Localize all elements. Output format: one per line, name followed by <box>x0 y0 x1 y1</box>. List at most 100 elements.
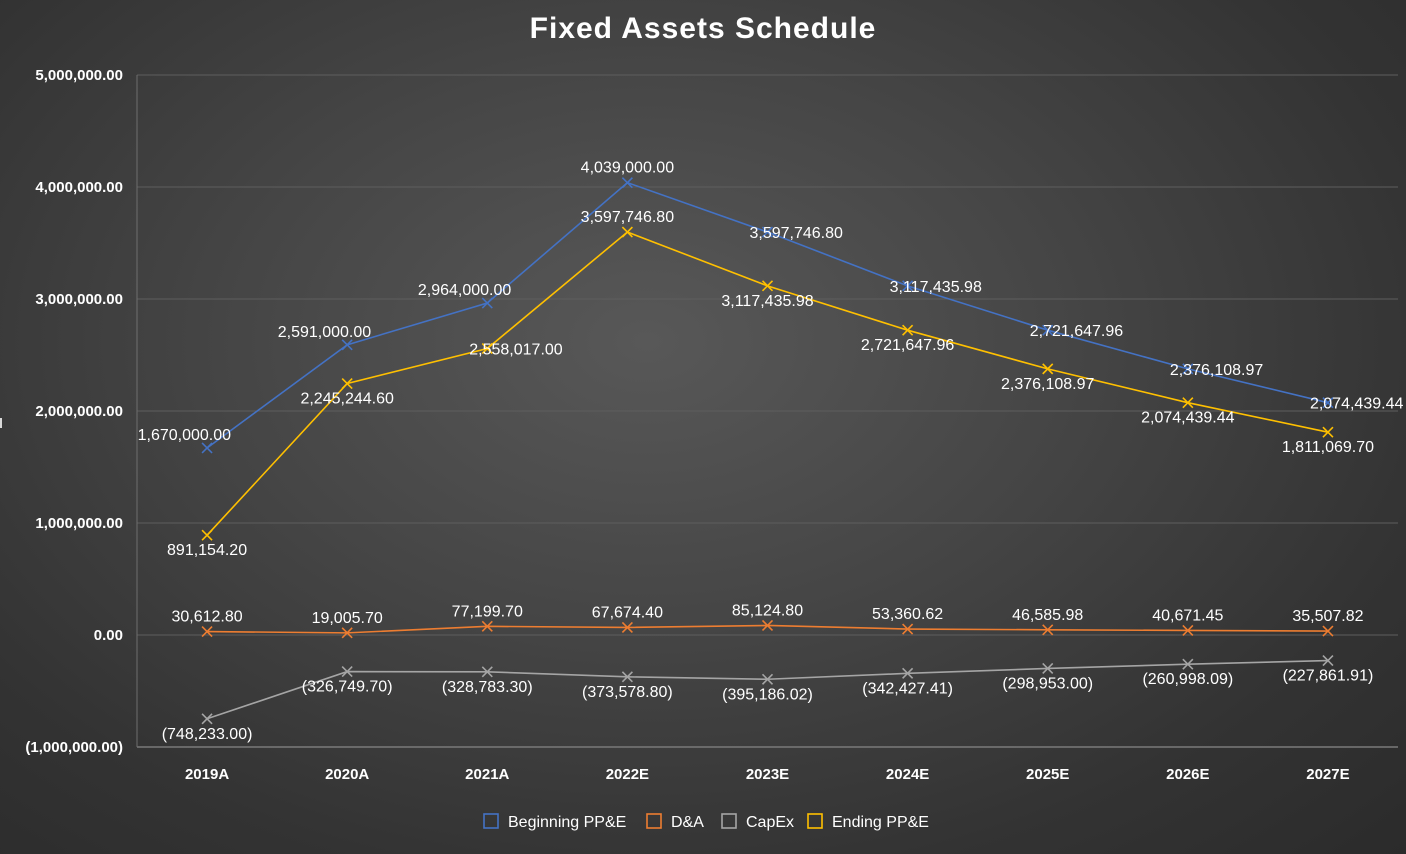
data-label: 1,811,069.70 <box>1282 439 1374 456</box>
marker-stroke <box>341 627 353 639</box>
marker-stroke <box>201 442 213 454</box>
data-point-marker <box>621 621 633 633</box>
legend-swatch <box>646 813 662 829</box>
y-tick-label: (1,000,000.00) <box>25 739 123 756</box>
data-label: 2,964,000.00 <box>418 282 512 299</box>
legend: Beginning PP&E D&A CapEx Ending PP&E <box>483 813 929 831</box>
data-label: 3,117,435.98 <box>721 293 813 310</box>
marker-stroke <box>1322 654 1334 667</box>
data-label: 3,597,746.80 <box>581 209 675 226</box>
marker-stroke <box>761 226 774 238</box>
data-point-marker <box>1042 624 1054 636</box>
legend-item[interactable]: Ending PP&E <box>807 813 929 831</box>
axes: (1,000,000.00) 0.00 1,000,000.00 2,000,000.… <box>25 67 1349 783</box>
marker-stroke <box>902 623 914 635</box>
legend-label: D&A <box>671 814 704 831</box>
data-point-marker <box>1322 397 1334 409</box>
y-tick-label: 5,000,000.00 <box>35 67 123 84</box>
data-label: 2,558,017.00 <box>469 342 563 359</box>
y-tick-label: 4,000,000.00 <box>35 179 123 196</box>
data-point-marker <box>902 623 914 635</box>
legend-label: Ending PP&E <box>832 814 929 831</box>
data-point-marker <box>481 342 493 355</box>
legend-item[interactable]: D&A <box>646 813 704 831</box>
data-point-marker <box>201 626 213 638</box>
data-label: 2,074,439.44 <box>1141 410 1235 427</box>
data-point-marker <box>1322 654 1334 667</box>
axis-title-stub <box>0 418 2 428</box>
data-label: 1,670,000.00 <box>138 427 232 444</box>
data-label: (328,783.30) <box>442 679 533 696</box>
data-point-marker <box>621 226 633 238</box>
data-label: 35,507.82 <box>1292 608 1363 625</box>
data-point-marker <box>341 666 353 678</box>
marker-stroke <box>1042 624 1054 636</box>
x-tick-label: 2020A <box>325 766 369 783</box>
data-point-marker <box>621 177 633 189</box>
data-point-marker <box>1182 624 1194 637</box>
chart-title: Fixed Assets Schedule <box>529 12 877 45</box>
marker-stroke <box>341 339 353 351</box>
grid-lines <box>137 74 1398 748</box>
data-label: 2,721,647.96 <box>861 337 955 354</box>
data-point-marker <box>201 713 213 725</box>
data-label: (395,186.02) <box>722 686 813 703</box>
series-lines <box>201 177 1334 725</box>
series-line <box>206 181 1329 449</box>
data-point-marker <box>341 627 353 639</box>
marker-stroke <box>481 342 493 355</box>
data-point-marker <box>481 620 493 632</box>
x-tick-label: 2021A <box>465 766 509 783</box>
x-tick-label: 2027E <box>1306 766 1349 783</box>
data-point-marker <box>1042 363 1054 375</box>
legend-item[interactable]: CapEx <box>721 813 794 831</box>
data-label: 30,612.80 <box>171 609 242 626</box>
data-label: 3,117,435.98 <box>890 279 982 296</box>
data-point-marker <box>902 667 914 679</box>
marker-stroke <box>1322 426 1334 438</box>
marker-stroke <box>621 671 633 683</box>
data-point-marker <box>761 226 774 238</box>
data-label: (373,578.80) <box>582 684 673 701</box>
marker-stroke <box>481 620 493 632</box>
data-point-marker <box>481 297 493 309</box>
marker-stroke <box>1322 625 1334 637</box>
data-point-marker <box>1042 324 1054 336</box>
data-point-marker <box>341 377 353 390</box>
data-label: 2,376,108.97 <box>1001 376 1095 393</box>
data-label: 77,199.70 <box>452 603 523 620</box>
data-label: (260,998.09) <box>1142 671 1233 688</box>
marker-stroke <box>1182 363 1194 375</box>
data-label: 19,005.70 <box>312 610 383 627</box>
marker-stroke <box>341 377 353 390</box>
data-label: (748,233.00) <box>162 726 253 743</box>
data-label: (227,861.91) <box>1283 668 1374 685</box>
data-label: 67,674.40 <box>592 604 663 621</box>
data-point-marker <box>201 529 213 541</box>
data-label: 2,074,439.44 <box>1310 396 1404 413</box>
data-label: (326,749.70) <box>302 679 393 696</box>
data-label: 2,721,647.96 <box>1030 323 1124 340</box>
data-point-marker <box>761 619 774 632</box>
marker-stroke <box>621 621 633 633</box>
data-point-marker <box>1182 397 1194 409</box>
data-label: 40,671.45 <box>1152 607 1223 624</box>
legend-item[interactable]: Beginning PP&E <box>483 813 626 831</box>
y-tick-label: 2,000,000.00 <box>35 403 123 420</box>
data-label: 53,360.62 <box>872 606 943 623</box>
data-point-marker <box>1182 363 1194 375</box>
data-point-marker <box>1322 625 1334 637</box>
data-point-marker <box>1042 662 1054 675</box>
y-tick-label: 1,000,000.00 <box>35 515 123 532</box>
data-point-marker <box>1182 658 1194 670</box>
legend-swatch <box>721 813 737 829</box>
marker-stroke <box>341 666 353 678</box>
marker-stroke <box>1322 397 1334 409</box>
y-tick-label: 0.00 <box>94 627 123 644</box>
data-point-marker <box>201 442 213 454</box>
data-label: (298,953.00) <box>1002 675 1093 692</box>
data-point-marker <box>761 280 774 292</box>
data-point-marker <box>902 324 914 336</box>
data-point-marker <box>341 339 353 351</box>
